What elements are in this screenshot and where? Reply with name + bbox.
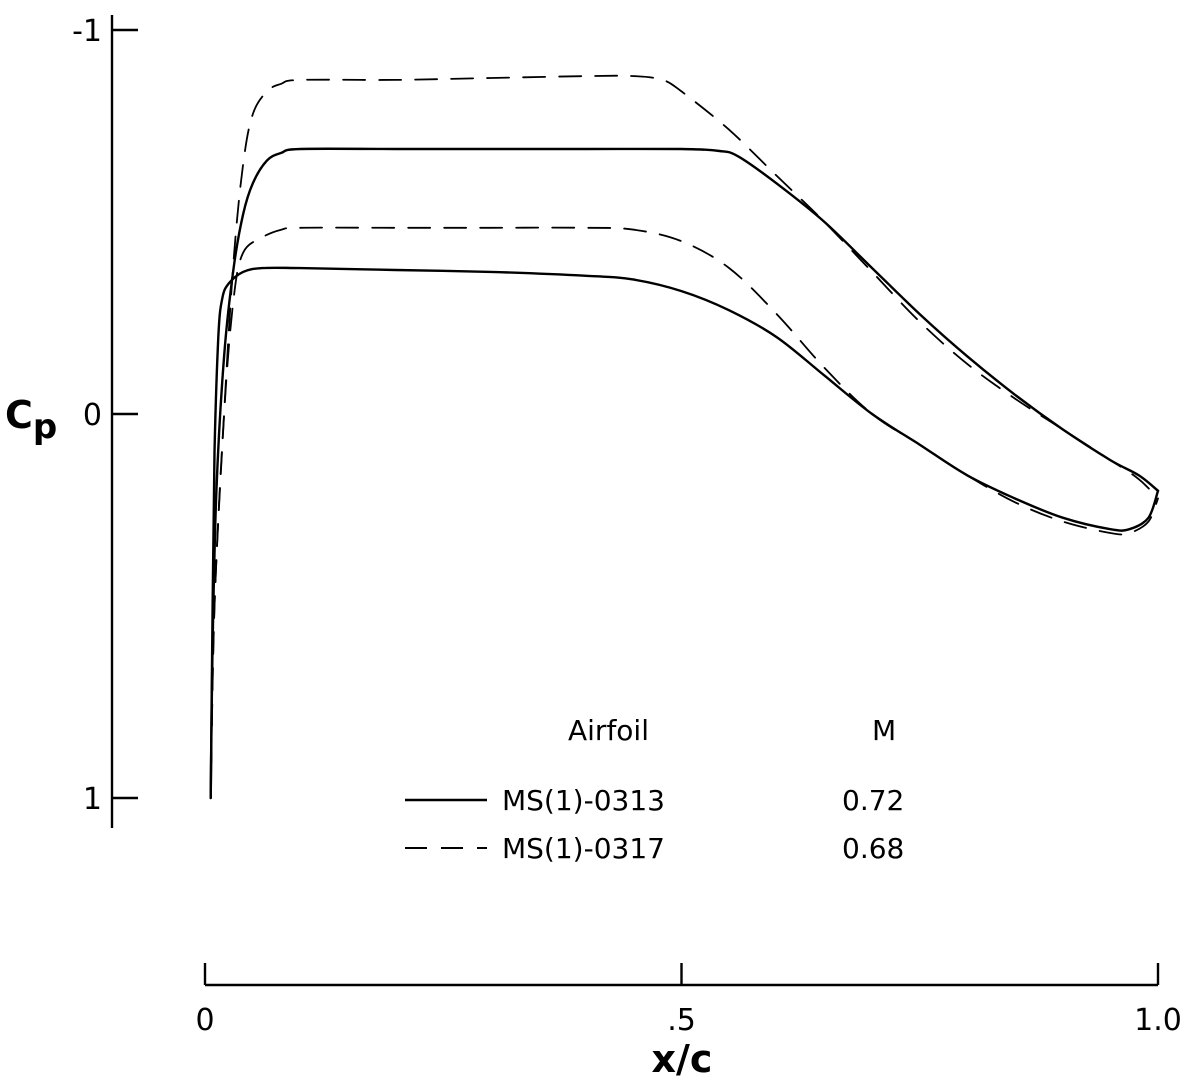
series-line-ms1-0313-upper [209, 147, 1160, 800]
y-tick-label: -1 [72, 14, 102, 49]
y-tick-label: 1 [83, 782, 102, 817]
y-axis-label-main: C [5, 393, 33, 437]
y-axis-label: Cp [5, 393, 57, 447]
legend-entry-airfoil-2: MS(1)-0317 [502, 832, 665, 865]
series-line-ms1-0317-lower [209, 226, 1159, 799]
y-tick-label: 0 [83, 398, 102, 433]
legend-header-airfoil: Airfoil [568, 714, 649, 747]
series-line-ms1-0317-upper [209, 74, 1159, 799]
legend-entry-mach-1: 0.72 [842, 784, 904, 817]
legend: Airfoil M MS(1)-0313 0.72 MS(1)-0317 0.6… [405, 714, 904, 865]
legend-header-mach: M [872, 714, 896, 747]
legend-entry-mach-2: 0.68 [842, 832, 904, 865]
series-group [209, 74, 1160, 800]
y-axis-label-subscript: p [33, 407, 57, 447]
legend-entry-airfoil-1: MS(1)-0313 [502, 784, 665, 817]
x-axis-ticks: 0 .5 1.0 [195, 963, 1182, 1038]
x-axis-label: x/c [652, 1037, 713, 1081]
x-tick-label: .5 [667, 1003, 696, 1038]
x-tick-label: 0 [195, 1003, 214, 1038]
x-tick-label: 1.0 [1134, 1003, 1182, 1038]
series-line-ms1-0313-lower [209, 266, 1160, 800]
y-axis-ticks: -1 0 1 [72, 14, 138, 817]
